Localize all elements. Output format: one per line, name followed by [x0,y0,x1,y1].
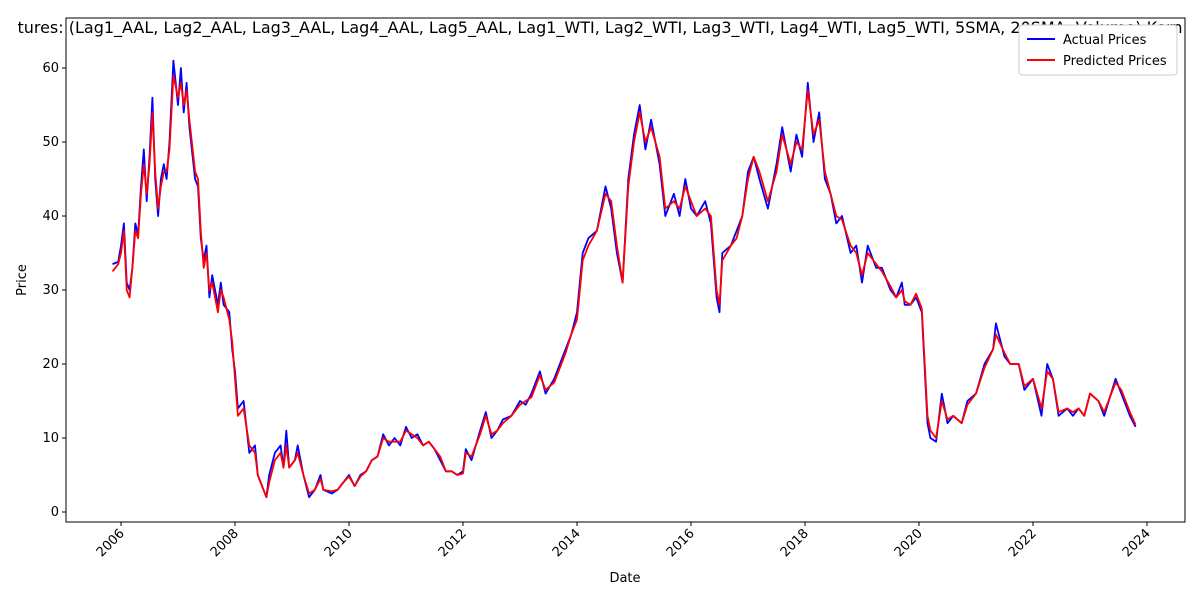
x-tick-label: 2022 [1006,526,1040,560]
x-tick-label: 2006 [94,526,128,560]
x-tick-label: 2012 [436,526,470,560]
y-tick-label: 10 [42,431,59,446]
x-tick-label: 2014 [550,526,584,560]
x-tick-label: 2018 [778,526,812,560]
y-tick-label: 30 [42,283,59,298]
plot-frame [65,17,1186,523]
legend-label: Predicted Prices [1063,54,1167,69]
x-tick-label: 2024 [1120,526,1154,560]
x-tick-label: 2020 [892,526,926,560]
series-line [112,59,1137,499]
y-tick-label: 0 [51,505,59,520]
y-axis-label: Price [15,264,30,296]
chart-title: tures: (Lag1_AAL, Lag2_AAL, Lag3_AAL, La… [17,18,1182,38]
y-tick-label: 60 [42,61,59,76]
series-line [111,74,1137,499]
y-tick-label: 40 [42,209,59,224]
legend-label: Actual Prices [1063,33,1147,48]
y-tick-label: 20 [42,357,59,372]
x-tick-label: 2016 [664,526,698,560]
x-axis-label: Date [609,571,640,586]
x-tick-label: 2010 [322,526,356,560]
legend-box [1018,24,1178,76]
y-tick-label: 50 [42,135,59,150]
x-tick-label: 2008 [208,526,242,560]
